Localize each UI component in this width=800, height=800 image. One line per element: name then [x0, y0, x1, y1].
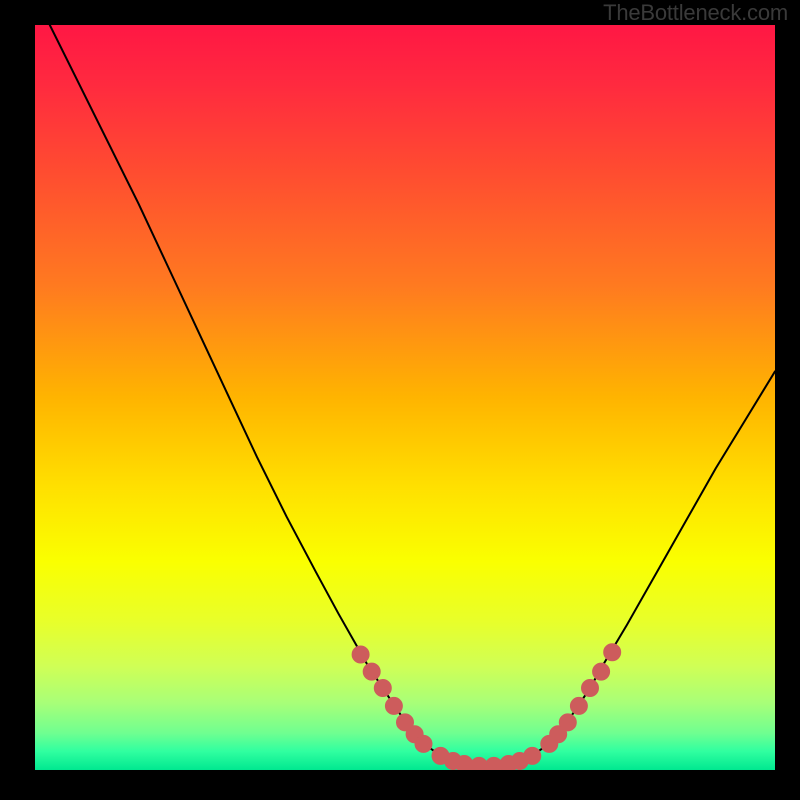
watermark-text: TheBottleneck.com: [603, 0, 788, 26]
curve-marker: [559, 714, 576, 731]
curve-marker: [471, 757, 488, 770]
curve-marker: [593, 663, 610, 680]
curve-marker: [570, 697, 587, 714]
curve-marker: [582, 680, 599, 697]
plot-area: [35, 25, 775, 770]
gradient-background: [35, 25, 775, 770]
curve-marker: [456, 756, 473, 770]
curve-marker: [363, 663, 380, 680]
curve-marker: [604, 644, 621, 661]
chart-svg: [35, 25, 775, 770]
chart-root: TheBottleneck.com: [0, 0, 800, 800]
curve-marker: [385, 697, 402, 714]
curve-marker: [524, 747, 541, 764]
curve-marker: [415, 735, 432, 752]
curve-marker: [352, 646, 369, 663]
curve-marker: [374, 680, 391, 697]
